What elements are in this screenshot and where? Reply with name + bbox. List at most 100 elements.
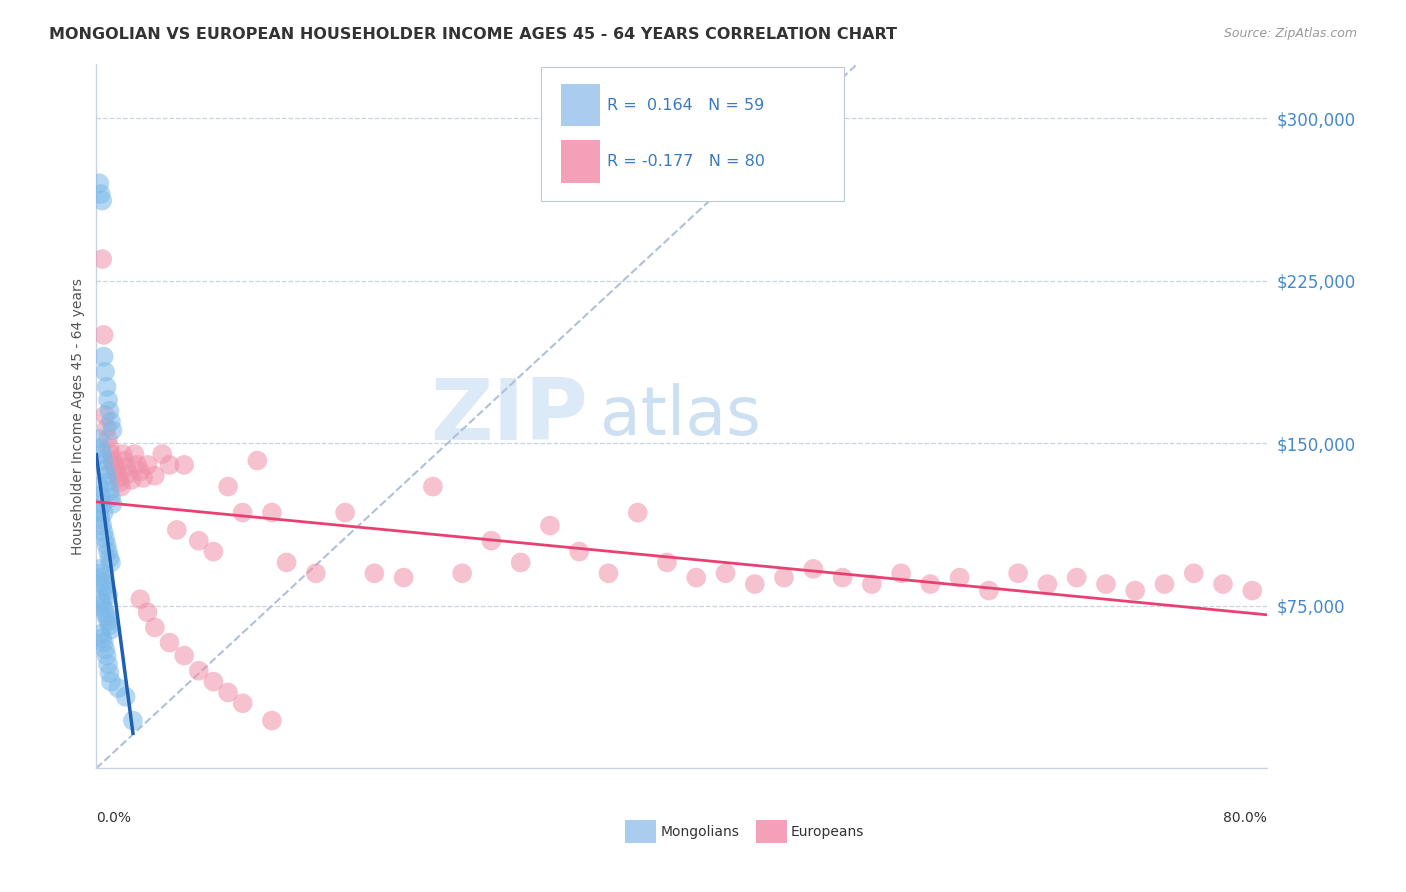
Point <box>91 447 114 461</box>
Point <box>100 447 122 461</box>
Point <box>132 471 155 485</box>
Text: MONGOLIAN VS EUROPEAN HOUSEHOLDER INCOME AGES 45 - 64 YEARS CORRELATION CHART: MONGOLIAN VS EUROPEAN HOUSEHOLDER INCOME… <box>49 27 897 42</box>
Point <box>1212 577 1234 591</box>
Point <box>100 674 122 689</box>
Point <box>90 488 112 502</box>
Point <box>1095 577 1118 591</box>
Point <box>202 544 225 558</box>
Point <box>100 623 122 637</box>
Point <box>96 538 118 552</box>
Point <box>121 473 143 487</box>
Point <box>93 635 115 649</box>
Point <box>97 588 120 602</box>
Point <box>129 592 152 607</box>
Point <box>96 609 118 624</box>
Point <box>422 479 444 493</box>
Point <box>481 533 503 548</box>
Point <box>538 518 561 533</box>
Point <box>101 453 124 467</box>
Point <box>90 187 112 202</box>
Point <box>159 635 181 649</box>
Point <box>129 464 152 478</box>
Point <box>91 497 114 511</box>
Point <box>217 685 239 699</box>
Point <box>685 571 707 585</box>
Point <box>90 627 112 641</box>
Point <box>100 415 122 429</box>
Point <box>94 642 117 657</box>
Point <box>831 571 853 585</box>
Point <box>98 441 121 455</box>
Point <box>97 614 120 628</box>
Point <box>150 447 173 461</box>
Point <box>276 556 298 570</box>
Point <box>97 657 120 672</box>
Point <box>89 562 111 576</box>
Text: Mongolians: Mongolians <box>661 825 740 838</box>
Point <box>103 458 125 472</box>
Point <box>94 605 117 619</box>
Point <box>96 380 118 394</box>
Point <box>860 577 883 591</box>
Point <box>114 690 136 704</box>
Point <box>107 681 129 695</box>
Point <box>127 458 149 472</box>
Point <box>890 566 912 581</box>
Point <box>260 714 283 728</box>
Point <box>91 194 114 208</box>
Point <box>98 618 121 632</box>
Point <box>93 601 115 615</box>
Point <box>305 566 328 581</box>
Point <box>333 506 356 520</box>
Point <box>949 571 972 585</box>
Point <box>187 664 209 678</box>
Point <box>568 544 591 558</box>
Point <box>112 453 135 467</box>
Point <box>96 648 118 663</box>
Point <box>91 597 114 611</box>
Point <box>801 562 824 576</box>
Point <box>159 458 181 472</box>
Point <box>97 432 120 446</box>
Point <box>1066 571 1088 585</box>
Point <box>451 566 474 581</box>
Point <box>94 532 117 546</box>
Point <box>260 506 283 520</box>
Point <box>96 421 118 435</box>
Point <box>91 571 114 585</box>
Point <box>90 566 112 581</box>
Point <box>90 592 112 607</box>
Point <box>117 467 139 481</box>
Point <box>98 665 121 680</box>
Point <box>166 523 188 537</box>
Point <box>89 506 111 520</box>
Point <box>94 408 117 422</box>
Point <box>93 506 115 520</box>
Point <box>246 453 269 467</box>
Point <box>1123 583 1146 598</box>
Point <box>93 453 115 467</box>
Point <box>97 475 120 490</box>
Point <box>173 648 195 663</box>
Text: 80.0%: 80.0% <box>1223 811 1267 824</box>
Point <box>100 556 122 570</box>
Point <box>97 392 120 407</box>
Point <box>627 506 650 520</box>
Point <box>94 365 117 379</box>
Point <box>187 533 209 548</box>
Point <box>94 462 117 476</box>
Point <box>98 551 121 566</box>
Point <box>93 327 115 342</box>
Point <box>977 583 1000 598</box>
Text: atlas: atlas <box>600 384 761 450</box>
Point <box>920 577 942 591</box>
Point <box>93 574 115 589</box>
Point <box>744 577 766 591</box>
Point <box>89 176 111 190</box>
Text: Europeans: Europeans <box>792 825 865 838</box>
Point <box>232 506 254 520</box>
Point <box>101 497 124 511</box>
Point <box>94 579 117 593</box>
Point <box>91 518 114 533</box>
Point <box>143 468 166 483</box>
